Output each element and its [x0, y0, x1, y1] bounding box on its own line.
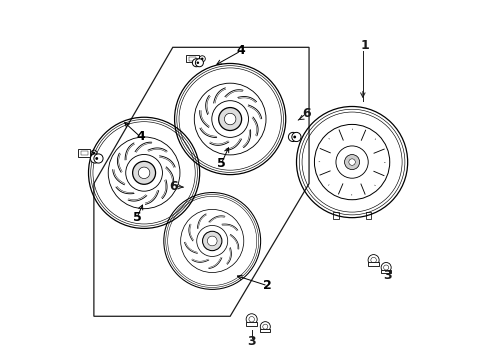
Bar	[260, 329, 270, 332]
Circle shape	[196, 62, 199, 64]
Circle shape	[125, 154, 162, 191]
Circle shape	[245, 314, 257, 325]
Circle shape	[132, 161, 155, 184]
Text: 6: 6	[169, 180, 178, 193]
Bar	[78, 149, 90, 157]
Circle shape	[335, 146, 367, 178]
Circle shape	[367, 255, 378, 266]
Bar	[367, 262, 378, 266]
Text: 2: 2	[263, 279, 272, 292]
Bar	[245, 321, 257, 325]
Text: 4: 4	[236, 44, 245, 57]
Bar	[188, 57, 196, 60]
Text: 5: 5	[132, 211, 141, 224]
Circle shape	[207, 236, 217, 246]
Circle shape	[291, 132, 301, 141]
Text: 6: 6	[301, 107, 310, 120]
Circle shape	[90, 154, 100, 163]
Circle shape	[348, 159, 355, 165]
Circle shape	[196, 225, 227, 256]
Text: 3: 3	[247, 335, 255, 348]
Circle shape	[293, 135, 296, 138]
Text: 3: 3	[383, 269, 391, 282]
Text: 5: 5	[216, 157, 225, 170]
Circle shape	[201, 58, 203, 60]
Circle shape	[218, 108, 241, 131]
Circle shape	[195, 59, 203, 67]
Circle shape	[211, 101, 248, 138]
Bar	[332, 212, 338, 220]
Circle shape	[192, 59, 200, 67]
Circle shape	[224, 113, 235, 125]
Bar	[186, 55, 198, 62]
Circle shape	[344, 154, 359, 170]
Text: 1: 1	[360, 39, 368, 52]
Text: 4: 4	[136, 130, 144, 144]
Circle shape	[94, 154, 103, 163]
Bar	[380, 270, 390, 273]
Circle shape	[138, 167, 149, 179]
Circle shape	[260, 321, 270, 332]
Circle shape	[288, 132, 297, 141]
Circle shape	[202, 231, 222, 251]
Bar	[81, 151, 88, 155]
Circle shape	[95, 157, 98, 160]
Bar	[365, 212, 370, 220]
Circle shape	[93, 152, 95, 154]
Circle shape	[380, 262, 390, 273]
